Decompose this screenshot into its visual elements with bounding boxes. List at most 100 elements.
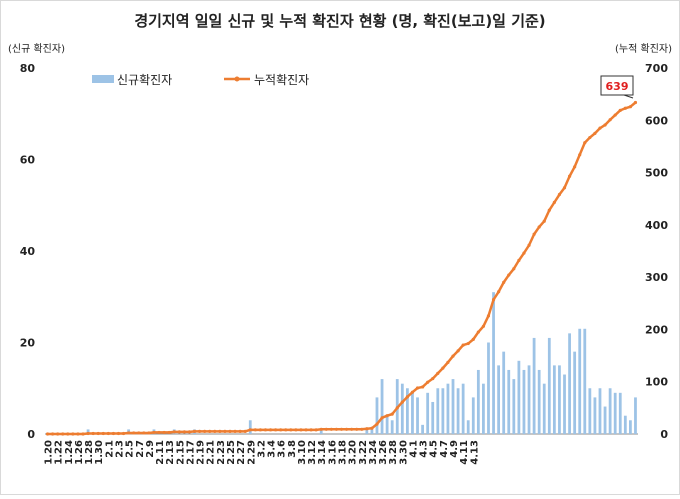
line-point [400, 400, 404, 404]
line-point [436, 371, 440, 375]
line-point [299, 428, 303, 432]
line-point [304, 428, 308, 432]
line-point [405, 395, 409, 399]
line-point [309, 428, 313, 432]
line-point [314, 428, 318, 432]
line-point [172, 430, 176, 434]
line-point [375, 422, 379, 426]
bar [578, 328, 582, 434]
line-point [355, 427, 359, 431]
line-point [527, 243, 531, 247]
line-point [228, 429, 232, 433]
bar [629, 420, 632, 434]
line-point [461, 343, 465, 347]
line-point [319, 427, 323, 431]
line-point [223, 429, 227, 433]
bar [517, 360, 521, 434]
line-point [608, 118, 612, 122]
line-point [481, 324, 486, 328]
bar [446, 383, 450, 434]
bar [522, 369, 526, 434]
line-point [451, 354, 455, 358]
callout: 639 [600, 75, 634, 99]
line-point [66, 432, 70, 436]
bar [482, 383, 485, 434]
x-tick-label: 4.5 [429, 440, 440, 458]
line-point [542, 219, 546, 223]
x-tick-label: 2.11 [155, 440, 166, 465]
line-point [238, 429, 242, 433]
line-point [253, 428, 257, 432]
line-point [426, 380, 430, 384]
line-point [137, 431, 141, 435]
line-point [385, 414, 389, 418]
line-point [603, 123, 607, 127]
bar [623, 415, 627, 434]
line-point [233, 429, 237, 433]
line-point [502, 280, 506, 284]
line-point [547, 208, 551, 212]
line-point [329, 427, 333, 431]
line-point [157, 430, 161, 435]
line-point [441, 366, 445, 370]
x-tick-label: 3.24 [368, 440, 379, 465]
x-tick-label: 3.10 [297, 440, 308, 465]
line-point [613, 113, 617, 117]
bar [441, 388, 445, 434]
x-tick-label: 2.25 [226, 440, 237, 465]
bar [370, 429, 374, 434]
legend-line-marker [234, 76, 240, 82]
line-point [350, 427, 354, 431]
line-point [512, 267, 516, 271]
bar [471, 397, 475, 434]
line-point [344, 427, 349, 431]
x-tick-label: 1.28 [84, 440, 95, 465]
line-point [365, 427, 369, 431]
line-point [106, 431, 110, 436]
x-tick-label: 3.22 [358, 440, 369, 465]
bar [466, 420, 470, 434]
bar [634, 397, 637, 434]
line-point [431, 376, 435, 381]
x-tick-label: 3.20 [348, 440, 359, 465]
legend-line-label: 누적확진자 [254, 73, 309, 87]
line-point [552, 200, 556, 204]
line-point [187, 430, 192, 434]
x-tick-label: 4.7 [439, 440, 450, 458]
line-point [491, 298, 496, 302]
right-tick-label: 500 [645, 167, 668, 180]
line-point [588, 135, 592, 140]
line-point [633, 100, 638, 105]
bar [492, 292, 495, 434]
right-tick-label: 300 [645, 271, 668, 284]
line-point [497, 290, 501, 294]
line-point [274, 428, 278, 432]
line-point [557, 192, 562, 197]
line-point [593, 131, 597, 135]
line-point [101, 431, 105, 436]
chart-title: 경기지역 일일 신규 및 누적 확진자 현황 (명, 확진(보고)일 기준) [134, 12, 545, 30]
bar [380, 379, 384, 434]
x-tick-label: 2.23 [216, 440, 227, 465]
x-tick-label: 4.9 [449, 440, 460, 458]
line-point [562, 186, 567, 190]
left-tick-label: 80 [20, 62, 36, 75]
line-point [360, 427, 364, 431]
line-point [81, 432, 85, 436]
x-tick-label: 1.22 [54, 440, 65, 465]
bar [365, 429, 369, 434]
line-point [618, 108, 622, 112]
x-tick-label: 3.26 [378, 440, 389, 465]
bar [431, 401, 435, 434]
bar [487, 342, 490, 434]
line-point [284, 428, 288, 432]
line-point [162, 430, 166, 435]
x-tick-label: 2.21 [206, 440, 217, 465]
line-point [45, 432, 50, 436]
line-point [507, 273, 511, 277]
x-tick-label: 3.6 [277, 440, 288, 458]
x-tick-label: 1.20 [44, 440, 55, 465]
line-point [91, 431, 95, 436]
legend-bar-swatch [92, 75, 114, 83]
line-point [86, 431, 90, 436]
